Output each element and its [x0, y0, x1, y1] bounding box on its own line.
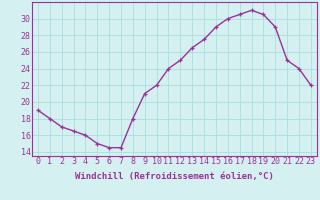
X-axis label: Windchill (Refroidissement éolien,°C): Windchill (Refroidissement éolien,°C) [75, 172, 274, 181]
